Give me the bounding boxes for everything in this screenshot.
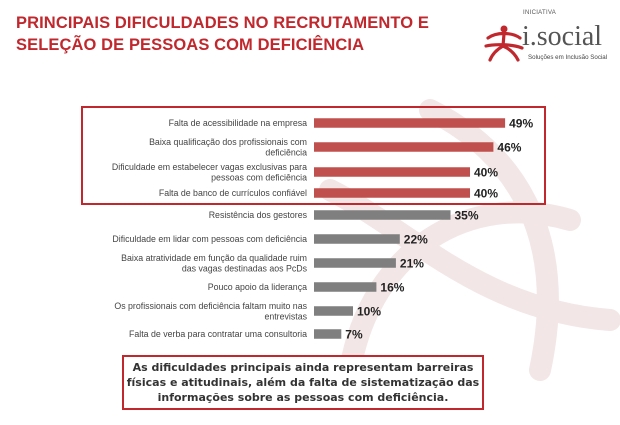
bar	[314, 188, 470, 198]
bar	[314, 282, 377, 292]
logo-figure-icon	[484, 25, 524, 62]
summary-line-2: físicas e atitudinais, além da falta de …	[126, 376, 480, 389]
bar	[314, 258, 396, 268]
value-label: 7%	[345, 328, 363, 342]
value-label: 16%	[380, 281, 404, 295]
category-label: deficiência	[265, 147, 307, 157]
category-label: Dificuldade em estabelecer vagas exclusi…	[112, 162, 307, 172]
bar	[314, 118, 506, 128]
category-label: Os profissionais com deficiência faltam …	[114, 301, 307, 311]
bar	[314, 167, 470, 177]
value-label: 10%	[357, 305, 381, 319]
value-label: 46%	[497, 141, 521, 155]
category-label: Falta de banco de currículos confiável	[159, 188, 307, 198]
category-label: Resistência dos gestores	[209, 210, 308, 220]
page-title: PRINCIPAIS DIFICULDADES NO RECRUTAMENTO …	[16, 12, 446, 56]
category-label: Falta de acessibilidade na empresa	[169, 118, 307, 128]
value-label: 35%	[455, 209, 479, 223]
category-label: Baixa qualificação dos profissionais com	[149, 137, 307, 147]
title-line-1: PRINCIPAIS DIFICULDADES NO RECRUTAMENTO …	[16, 14, 429, 32]
category-label: Dificuldade em lidar com pessoas com def…	[112, 234, 307, 244]
bar	[314, 306, 353, 316]
logo-name: i.social	[522, 21, 603, 52]
category-label: entrevistas	[264, 311, 307, 321]
bar	[314, 234, 400, 244]
bar	[314, 210, 451, 220]
logo-initiative-label: INICIATIVA	[523, 10, 557, 16]
value-label: 21%	[400, 257, 424, 271]
title-line-2: SELEÇÃO DE PESSOAS COM DEFICIÊNCIA	[16, 36, 365, 54]
summary-callout: As dificuldades principais ainda represe…	[122, 355, 484, 410]
bar	[314, 329, 342, 339]
background-watermark	[319, 99, 620, 381]
logo-tagline: Soluções em Inclusão Social	[528, 54, 608, 61]
category-label: pessoas com deficiência	[211, 172, 307, 182]
category-label: Pouco apoio da liderança	[208, 282, 307, 292]
highlight-box-top-four	[81, 106, 546, 205]
summary-line-3: informações sobre as pessoas com deficiê…	[157, 391, 449, 404]
value-label: 22%	[404, 233, 428, 247]
summary-line-1: As dificuldades principais ainda represe…	[132, 361, 474, 374]
value-label: 40%	[474, 187, 498, 201]
value-label: 40%	[474, 166, 498, 180]
bar	[314, 142, 494, 152]
difficulties-bar-chart: Falta de acessibilidade na empresa 49% Bai…	[112, 117, 534, 342]
category-label: Falta de verba para contratar uma consul…	[129, 329, 307, 339]
value-label: 49%	[509, 117, 533, 131]
isocial-logo: INICIATIVA i.social Soluções em Inclusão…	[478, 10, 608, 72]
category-label: das vagas destinadas aos PcDs	[182, 263, 308, 273]
category-label: Baixa atratividade em função da qualidad…	[121, 253, 307, 263]
